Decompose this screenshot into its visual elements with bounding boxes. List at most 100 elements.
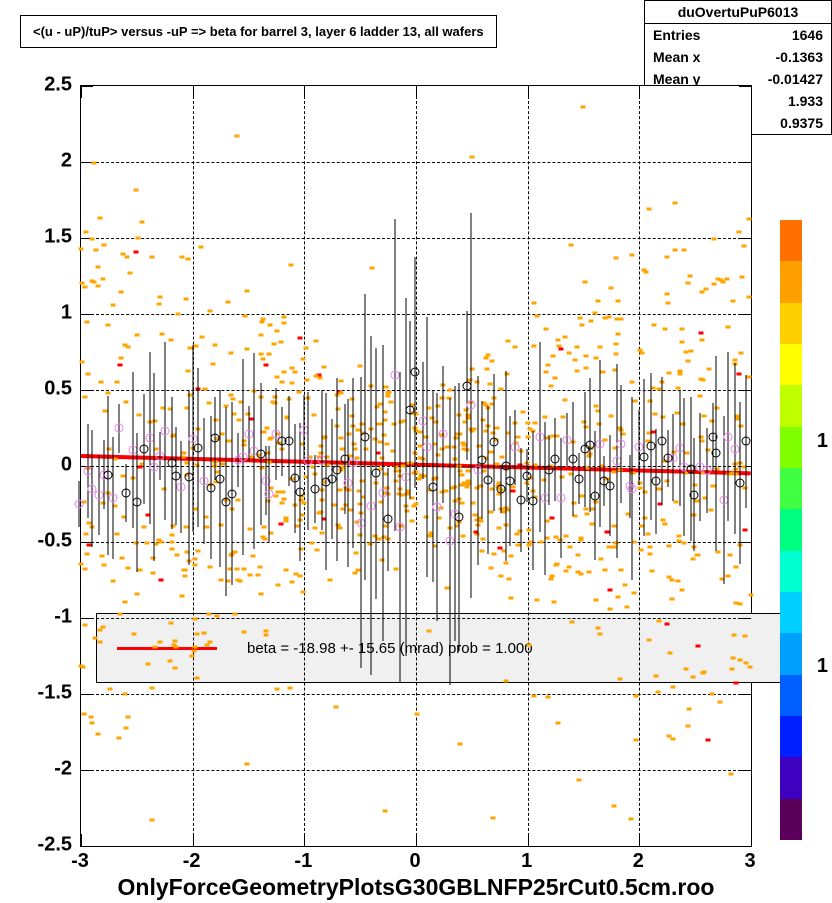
heatmap-cell xyxy=(615,595,620,598)
grid-line xyxy=(81,314,751,315)
heatmap-cell xyxy=(589,320,594,323)
heatmap-cell xyxy=(532,421,537,424)
heatmap-cell xyxy=(648,552,653,555)
heatmap-cell xyxy=(171,644,176,647)
heatmap-cell xyxy=(242,567,247,570)
heatmap-cell xyxy=(102,564,107,567)
heatmap-cell xyxy=(100,278,105,281)
heatmap-cell xyxy=(225,300,230,303)
heatmap-cell xyxy=(742,634,747,637)
legend-text: beta = -18.98 +- 15.65 (mrad) prob = 1.0… xyxy=(247,640,533,657)
heatmap-cell xyxy=(123,727,128,730)
heatmap-cell xyxy=(696,645,701,648)
heatmap-cell xyxy=(210,363,215,366)
heatmap-cell xyxy=(145,662,150,665)
heatmap-cell xyxy=(180,255,185,258)
heatmap-cell xyxy=(82,286,87,289)
heatmap-cell xyxy=(691,557,696,560)
data-point xyxy=(145,434,154,443)
y-tick-label: -1.5 xyxy=(10,682,72,705)
colorbar-segment xyxy=(780,716,802,757)
heatmap-cell xyxy=(339,437,344,440)
heatmap-cell xyxy=(289,580,294,583)
heatmap-cell xyxy=(489,511,494,514)
heatmap-cell xyxy=(497,527,502,530)
heatmap-cell xyxy=(671,685,676,688)
heatmap-cell xyxy=(409,520,414,523)
heatmap-cell xyxy=(150,687,155,690)
heatmap-cell xyxy=(258,593,263,596)
data-point xyxy=(114,424,123,433)
heatmap-cell xyxy=(158,295,163,298)
heatmap-cell xyxy=(333,706,338,709)
heatmap-cell xyxy=(311,414,316,417)
heatmap-cell xyxy=(268,324,273,327)
heatmap-cell xyxy=(263,633,268,636)
colorbar-tick-2: 1 xyxy=(817,655,828,678)
heatmap-cell xyxy=(577,779,582,782)
data-point xyxy=(333,465,342,474)
heatmap-cell xyxy=(266,353,271,356)
heatmap-cell xyxy=(532,302,537,305)
heatmap-cell xyxy=(527,427,532,430)
heatmap-cell xyxy=(119,357,124,360)
heatmap-cell xyxy=(152,646,157,649)
heatmap-cell xyxy=(256,574,261,577)
data-point xyxy=(497,485,506,494)
heatmap-cell xyxy=(569,244,574,247)
heatmap-cell xyxy=(247,573,252,576)
heatmap-cell xyxy=(297,337,302,340)
x-tick-label: 3 xyxy=(744,850,755,873)
heatmap-cell xyxy=(559,348,564,351)
data-point xyxy=(360,432,369,441)
heatmap-cell xyxy=(301,357,306,360)
data-point xyxy=(265,490,274,499)
heatmap-cell xyxy=(120,556,125,559)
heatmap-cell xyxy=(383,386,388,389)
heatmap-cell xyxy=(228,393,233,396)
heatmap-cell xyxy=(86,543,91,546)
heatmap-cell xyxy=(677,534,682,537)
heatmap-cell xyxy=(615,300,620,303)
heatmap-cell xyxy=(284,568,289,571)
colorbar-segment xyxy=(780,220,802,261)
heatmap-cell xyxy=(548,578,553,581)
heatmap-cell xyxy=(488,383,493,386)
heatmap-cell xyxy=(731,300,736,303)
heatmap-cell xyxy=(382,810,387,813)
heatmap-cell xyxy=(88,715,93,718)
heatmap-cell xyxy=(671,738,676,741)
heatmap-cell xyxy=(200,335,205,338)
heatmap-cell xyxy=(465,480,470,483)
heatmap-cell xyxy=(731,656,736,659)
heatmap-cell xyxy=(207,612,212,615)
heatmap-cell xyxy=(666,372,671,375)
colorbar-segment xyxy=(780,799,802,840)
heatmap-cell xyxy=(317,377,322,380)
heatmap-cell xyxy=(173,667,178,670)
heatmap-cell xyxy=(701,414,706,417)
data-point xyxy=(467,401,476,410)
heatmap-cell xyxy=(734,565,739,568)
heatmap-cell xyxy=(85,372,90,375)
heatmap-cell xyxy=(236,499,241,502)
heatmap-cell xyxy=(629,253,634,256)
plot-area: beta = -18.98 +- 15.65 (mrad) prob = 1.0… xyxy=(80,85,752,847)
heatmap-cell xyxy=(145,542,150,545)
data-point xyxy=(606,481,615,490)
heatmap-cell xyxy=(499,388,504,391)
heatmap-cell xyxy=(167,659,172,662)
heatmap-cell xyxy=(576,553,581,556)
heatmap-cell xyxy=(747,665,752,668)
heatmap-cell xyxy=(566,565,571,568)
heatmap-cell xyxy=(358,364,363,367)
heatmap-cell xyxy=(464,486,469,489)
data-point xyxy=(505,476,514,485)
heatmap-cell xyxy=(594,598,599,601)
heatmap-cell xyxy=(208,641,213,644)
heatmap-cell xyxy=(301,501,306,504)
heatmap-cell xyxy=(733,682,738,685)
data-point xyxy=(238,452,247,461)
heatmap-cell xyxy=(716,277,721,280)
heatmap-cell xyxy=(339,380,344,383)
